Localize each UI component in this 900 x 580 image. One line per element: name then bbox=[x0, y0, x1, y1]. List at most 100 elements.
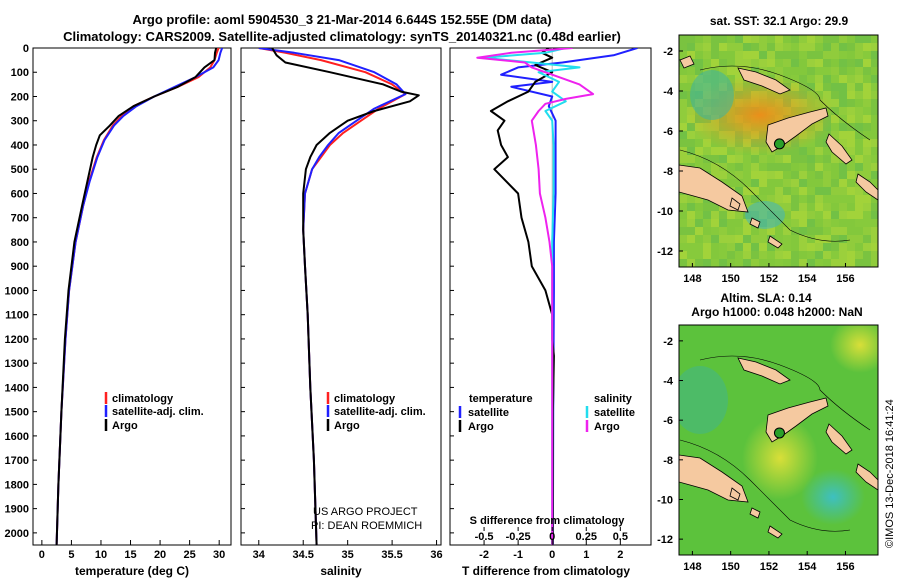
sst-cool-anomaly bbox=[690, 70, 734, 120]
sst-cell bbox=[687, 83, 695, 91]
sst-cell bbox=[695, 195, 703, 203]
sst-cell bbox=[871, 131, 878, 139]
lon-tick-label: 152 bbox=[760, 561, 778, 573]
sst-cell bbox=[871, 115, 878, 123]
lon-tick-label: 150 bbox=[721, 273, 739, 285]
sst-cell bbox=[743, 171, 751, 179]
sst-cell bbox=[775, 179, 783, 187]
sst-cell bbox=[711, 155, 719, 163]
sst-cell bbox=[807, 259, 815, 267]
lat-tick-label: -10 bbox=[657, 494, 673, 506]
sst-cell bbox=[847, 195, 855, 203]
sst-cell bbox=[847, 115, 855, 123]
sla-map-axes: 148 150 152 154 156 -2 -4 -6 -8 -10 -12 bbox=[657, 336, 855, 573]
sst-cell bbox=[687, 51, 695, 59]
sst-cell bbox=[759, 179, 767, 187]
sst-cell bbox=[751, 187, 759, 195]
sst-cell bbox=[815, 35, 823, 43]
sst-cell bbox=[863, 115, 871, 123]
sst-cell bbox=[847, 83, 855, 91]
sst-cell bbox=[871, 123, 878, 131]
sst-cell bbox=[839, 179, 847, 187]
sst-cell bbox=[711, 43, 719, 51]
sst-cell bbox=[727, 227, 735, 235]
depth-tick-label: 400 bbox=[11, 140, 29, 152]
legend-label-satellite: satellite-adj. clim. bbox=[334, 406, 426, 418]
sst-cell bbox=[735, 219, 743, 227]
sst-cell bbox=[711, 251, 719, 259]
sst-cell bbox=[703, 243, 711, 251]
land-islands bbox=[729, 487, 783, 539]
sst-cell bbox=[863, 131, 871, 139]
sst-cell bbox=[759, 43, 767, 51]
salinity-series bbox=[258, 48, 420, 545]
sst-cell bbox=[743, 227, 751, 235]
sst-cell bbox=[815, 227, 823, 235]
depth-tick-label: 1500 bbox=[5, 407, 29, 419]
lat-tick-label: -2 bbox=[663, 46, 673, 58]
sst-cell bbox=[727, 179, 735, 187]
sst-cell bbox=[703, 251, 711, 259]
sst-cell bbox=[687, 35, 695, 43]
imos-stamp: ©IMOS 13-Dec-2018 16:41:24 bbox=[884, 399, 896, 548]
sst-cell bbox=[847, 59, 855, 67]
sst-cell bbox=[727, 51, 735, 59]
sst-cell bbox=[727, 219, 735, 227]
lat-tick-label: -8 bbox=[663, 455, 673, 467]
sst-cell bbox=[855, 123, 863, 131]
sst-cell bbox=[847, 251, 855, 259]
sst-cell bbox=[767, 163, 775, 171]
x-tick-label: -2 bbox=[479, 549, 489, 561]
sst-cell bbox=[799, 51, 807, 59]
sst-cell bbox=[735, 35, 743, 43]
sst-cell bbox=[695, 35, 703, 43]
sst-cell bbox=[839, 107, 847, 115]
sst-cell bbox=[711, 243, 719, 251]
s-tick-label: -0.5 bbox=[475, 531, 494, 543]
sst-cell bbox=[871, 259, 878, 267]
sst-cell bbox=[783, 163, 791, 171]
sst-cell bbox=[847, 91, 855, 99]
sst-cell bbox=[855, 195, 863, 203]
depth-tick-label: 1600 bbox=[5, 431, 29, 443]
x-tick-label: 1 bbox=[583, 549, 589, 561]
land-bougainville bbox=[825, 133, 853, 165]
sst-cell bbox=[855, 211, 863, 219]
sst-cell bbox=[799, 235, 807, 243]
sst-map-title: sat. SST: 32.1 Argo: 29.9 bbox=[710, 14, 849, 28]
sst-cell bbox=[759, 195, 767, 203]
depth-tick-label: 1400 bbox=[5, 382, 29, 394]
sst-cell bbox=[807, 171, 815, 179]
sst-cell bbox=[791, 243, 799, 251]
sst-cell bbox=[863, 243, 871, 251]
sst-cell bbox=[783, 43, 791, 51]
sst-cell bbox=[791, 43, 799, 51]
sst-cell bbox=[679, 123, 687, 131]
sst-cell bbox=[695, 211, 703, 219]
sst-cell bbox=[743, 51, 751, 59]
sst-cell bbox=[743, 163, 751, 171]
sst-cell bbox=[751, 235, 759, 243]
sst-cell bbox=[847, 147, 855, 155]
x-axis-ticks: 0 5 10 15 20 25 30 34 34.5 35 35.5 36 -2 -1 0 1 2 -0.5 -0.… bbox=[39, 527, 628, 561]
sst-cell bbox=[687, 259, 695, 267]
sst-cell bbox=[751, 251, 759, 259]
sst-cell bbox=[767, 259, 775, 267]
sst-cell bbox=[831, 219, 839, 227]
sst-cell bbox=[863, 259, 871, 267]
sst-cell bbox=[687, 219, 695, 227]
sst-cell bbox=[823, 83, 831, 91]
sst-cell bbox=[751, 179, 759, 187]
sst-cell bbox=[863, 219, 871, 227]
sst-cell bbox=[783, 187, 791, 195]
sst-cell bbox=[847, 43, 855, 51]
sst-cell bbox=[839, 195, 847, 203]
sst-cell bbox=[855, 131, 863, 139]
sst-cell bbox=[783, 219, 791, 227]
sst-cell bbox=[831, 51, 839, 59]
depth-tick-label: 0 bbox=[23, 43, 29, 55]
sst-cell bbox=[807, 227, 815, 235]
sst-cell bbox=[751, 163, 759, 171]
sst-cell bbox=[695, 203, 703, 211]
